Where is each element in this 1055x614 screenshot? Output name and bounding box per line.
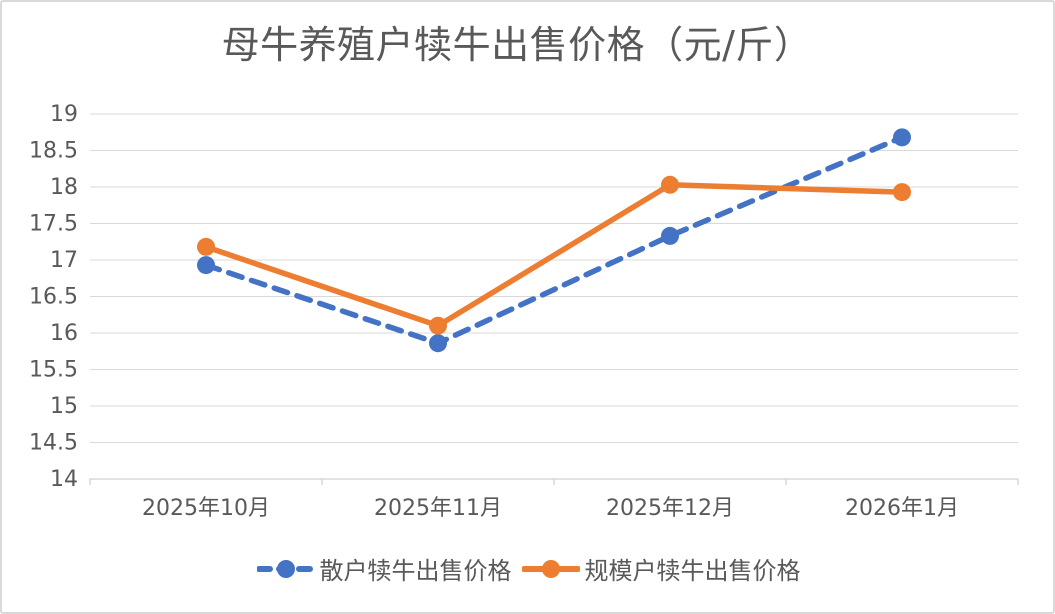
data-point-marker xyxy=(893,128,911,147)
x-axis-tick-label: 2025年11月 xyxy=(374,496,502,521)
legend-line-sample xyxy=(521,559,580,578)
y-axis-tick-label: 14.5 xyxy=(29,431,78,456)
y-axis-tick-label: 18.5 xyxy=(29,139,78,164)
x-axis-tick-label: 2025年12月 xyxy=(606,496,734,521)
legend: 散户犊牛出售价格 规模户犊牛出售价格 xyxy=(2,551,1053,586)
y-axis-tick-label: 16 xyxy=(50,321,78,346)
legend-item: 散户犊牛出售价格 xyxy=(256,551,512,586)
data-point-marker xyxy=(661,175,679,194)
data-point-marker xyxy=(661,226,679,245)
y-axis-tick-label: 15 xyxy=(50,394,78,419)
y-axis-tick-label: 19 xyxy=(50,102,78,127)
legend-label: 散户犊牛出售价格 xyxy=(319,557,512,585)
legend-label: 规模户犊牛出售价格 xyxy=(584,557,801,585)
legend-item: 规模户犊牛出售价格 xyxy=(521,551,801,586)
data-point-marker xyxy=(197,237,215,256)
y-axis-tick-label: 17 xyxy=(50,248,78,273)
x-axis-tick-label: 2026年1月 xyxy=(845,496,959,521)
series-line xyxy=(203,182,905,329)
x-axis-tick-label: 2025年10月 xyxy=(142,496,270,521)
series-line xyxy=(203,134,905,346)
legend-line-sample xyxy=(256,559,315,578)
data-point-marker xyxy=(429,334,447,353)
y-axis-tick-label: 14 xyxy=(50,467,78,492)
data-point-marker xyxy=(429,316,447,335)
chart-title: 母牛养殖户犊牛出售价格（元/斤） xyxy=(221,23,813,67)
data-point-marker xyxy=(197,256,215,275)
data-point-marker xyxy=(893,183,911,202)
y-axis-tick-label: 18 xyxy=(50,175,78,200)
y-axis-tick-label: 17.5 xyxy=(29,212,78,237)
y-axis-tick-label: 16.5 xyxy=(29,285,78,310)
y-axis-tick-label: 15.5 xyxy=(29,358,78,383)
